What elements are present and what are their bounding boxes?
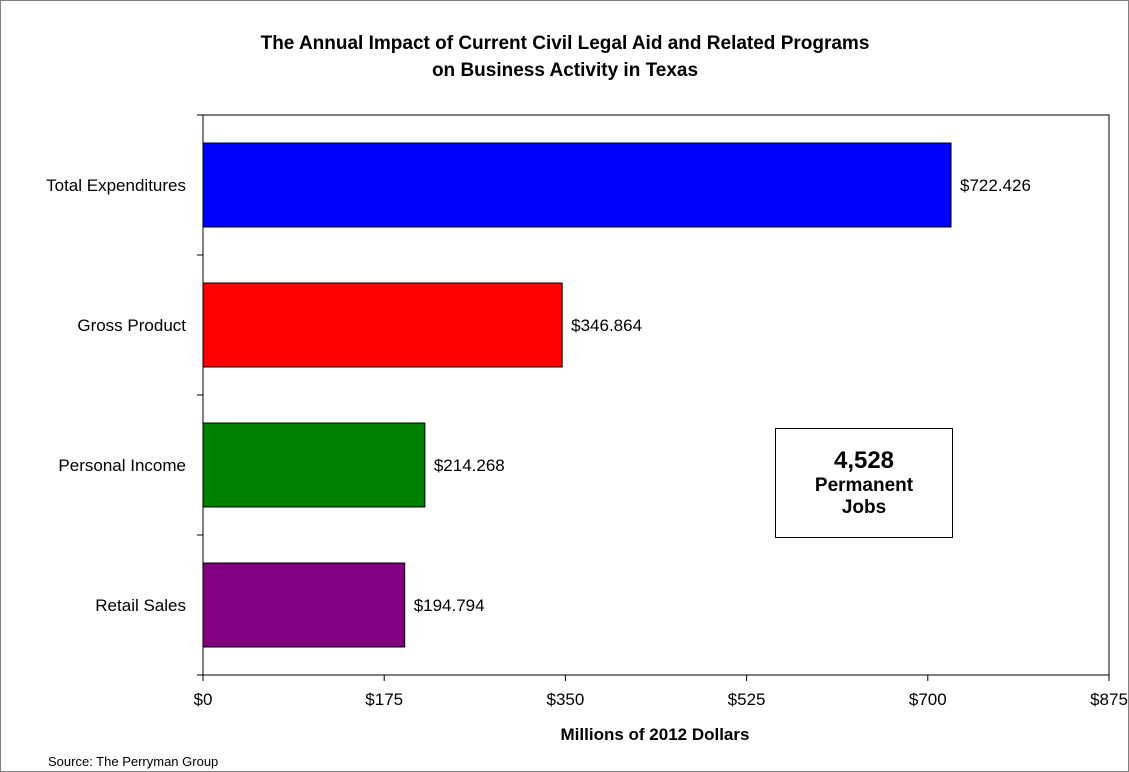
category-label: Total Expenditures bbox=[46, 176, 186, 195]
x-axis-label: Millions of 2012 Dollars bbox=[561, 725, 750, 744]
bar bbox=[202, 562, 406, 648]
x-tick-label: $175 bbox=[365, 690, 403, 709]
bar-value-label: $194.794 bbox=[414, 596, 485, 615]
jobs-label-line1: Permanent bbox=[814, 475, 914, 496]
bar-value-label: $722.426 bbox=[960, 176, 1031, 195]
x-tick-label: $0 bbox=[194, 690, 213, 709]
chart-title-line2: on Business Activity in Texas bbox=[432, 60, 698, 81]
x-tick-label: $350 bbox=[546, 690, 584, 709]
chart-title-line1: The Annual Impact of Current Civil Legal… bbox=[261, 33, 870, 54]
category-label: Retail Sales bbox=[95, 596, 186, 615]
jobs-number: 4,528 bbox=[833, 447, 895, 474]
category-label: Gross Product bbox=[77, 316, 186, 335]
x-tick-label: $525 bbox=[728, 690, 766, 709]
bar bbox=[202, 282, 563, 368]
category-label: Personal Income bbox=[58, 456, 186, 475]
bar bbox=[202, 422, 426, 508]
x-tick-label: $700 bbox=[909, 690, 947, 709]
axis-group: Total Expenditures Gross Product Personal … bbox=[46, 114, 1128, 709]
jobs-label-line2: Jobs bbox=[841, 497, 887, 518]
bar-value-label: $214.268 bbox=[434, 456, 505, 475]
bars-group: $722.426 $346.864 $214.268 $194.794 bbox=[202, 142, 1031, 648]
bar bbox=[202, 142, 952, 228]
x-tick-label: $875 bbox=[1090, 690, 1128, 709]
jobs-annotation-box: 4,528 Permanent Jobs bbox=[775, 428, 953, 538]
source-note: Source: The Perryman Group bbox=[48, 754, 218, 769]
bar-value-label: $346.864 bbox=[571, 316, 642, 335]
